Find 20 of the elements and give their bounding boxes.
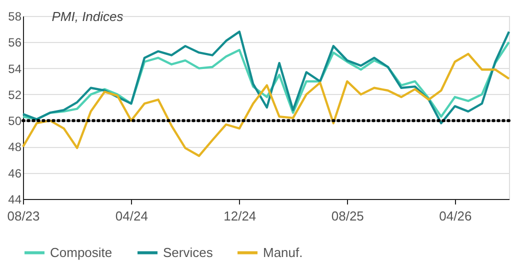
line-series bbox=[22, 41, 510, 120]
y-tick-label: 54 bbox=[8, 62, 22, 76]
legend-label: Services bbox=[163, 244, 214, 260]
legend-label: Composite bbox=[50, 244, 112, 260]
y-tick-label: 58 bbox=[8, 10, 22, 24]
line-series bbox=[22, 52, 510, 157]
y-tick-label: 52 bbox=[8, 88, 22, 102]
chart-title: PMI, Indices bbox=[52, 9, 124, 24]
y-tick-label: 46 bbox=[8, 166, 22, 180]
legend-label: Manuf. bbox=[263, 244, 303, 260]
x-tick-label: 08/23 bbox=[7, 208, 40, 224]
y-tick-label: 50 bbox=[8, 114, 22, 128]
y-tick-label: 44 bbox=[8, 192, 22, 206]
x-tick-label: 12/24 bbox=[224, 208, 256, 224]
x-tick-label: 04/24 bbox=[115, 208, 148, 224]
line-series bbox=[22, 30, 510, 124]
x-tick-label: 08/25 bbox=[331, 208, 364, 224]
y-tick-label: 56 bbox=[8, 36, 22, 50]
y-tick-label: 48 bbox=[8, 140, 22, 154]
x-tick-label: 04/26 bbox=[439, 208, 472, 224]
